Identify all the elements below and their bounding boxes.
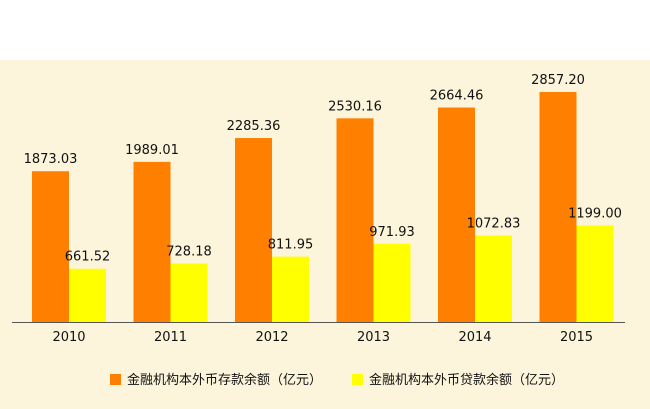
bar-series1-2010 bbox=[32, 171, 69, 322]
x-tick-label-2015: 2015 bbox=[560, 330, 593, 345]
data-label-series1-2012: 2285.36 bbox=[227, 119, 281, 134]
legend-swatch-series1 bbox=[110, 374, 121, 385]
data-label-series1-2013: 2530.16 bbox=[328, 99, 382, 114]
plot-area: 1873.03 661.52 1989.01 728.18 2285.36 811.95 2… bbox=[24, 73, 622, 323]
data-label-series1-2011: 1989.01 bbox=[125, 143, 179, 158]
bar-series2-2010 bbox=[69, 268, 106, 322]
x-tick-label-2013: 2013 bbox=[357, 330, 390, 345]
x-tick-label-2011: 2011 bbox=[154, 330, 187, 345]
bar-series2-2013 bbox=[373, 243, 411, 322]
data-label-series1-2010: 1873.03 bbox=[24, 152, 78, 167]
x-tick-label-2010: 2010 bbox=[52, 330, 85, 345]
data-label-series2-2015: 1199.00 bbox=[568, 206, 622, 221]
legend: 金融机构本外币存款余额（亿元） 金融机构本外币贷款余额（亿元） bbox=[110, 372, 564, 388]
bar-series2-2014 bbox=[475, 235, 512, 322]
legend-label-series2: 金融机构本外币贷款余额（亿元） bbox=[369, 372, 564, 388]
x-axis-ticks: 2010 2011 2012 2013 2014 2015 bbox=[52, 330, 593, 345]
bar-series1-2015 bbox=[539, 91, 577, 323]
x-tick-label-2014: 2014 bbox=[458, 330, 491, 345]
data-label-series2-2014: 1072.83 bbox=[467, 217, 521, 232]
bar-series1-2011 bbox=[133, 161, 171, 322]
bar-series2-2011 bbox=[170, 263, 208, 322]
bar-series2-2012 bbox=[272, 256, 309, 322]
x-tick-label-2012: 2012 bbox=[255, 330, 288, 345]
legend-label-series1: 金融机构本外币存款余额（亿元） bbox=[127, 372, 322, 388]
data-label-series2-2011: 728.18 bbox=[166, 244, 212, 259]
bar-series1-2014 bbox=[438, 107, 475, 322]
data-label-series1-2015: 2857.20 bbox=[531, 73, 585, 88]
bar-series1-2013 bbox=[336, 118, 374, 323]
data-label-series2-2010: 661.52 bbox=[65, 250, 111, 265]
data-label-series2-2012: 811.95 bbox=[268, 238, 314, 253]
bar-series1-2012 bbox=[235, 138, 272, 322]
data-label-series1-2014: 2664.46 bbox=[430, 89, 484, 104]
bar-series2-2015 bbox=[576, 225, 614, 322]
legend-swatch-series2 bbox=[352, 374, 363, 385]
data-label-series2-2013: 971.93 bbox=[369, 225, 415, 240]
